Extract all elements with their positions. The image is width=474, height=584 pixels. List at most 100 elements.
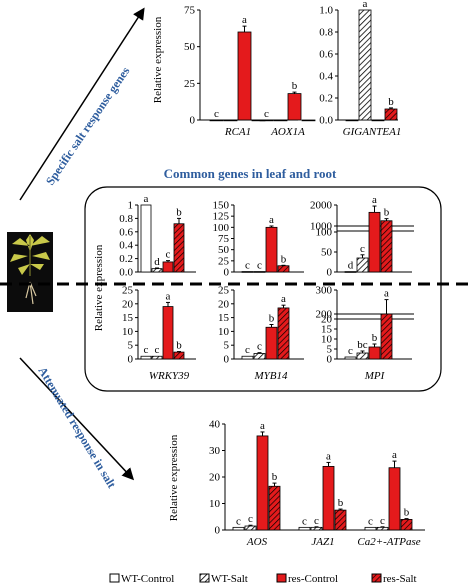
- attenuated-arrow: [19, 357, 135, 481]
- y-tick-label: 25: [122, 285, 134, 297]
- specific-arrow: [19, 7, 145, 201]
- lower-2-bars: c c ba: [241, 293, 290, 360]
- significance-letter: c: [368, 515, 373, 527]
- specific-heading: Specific salt response genes: [43, 64, 133, 188]
- bar-res-salt: [380, 220, 393, 273]
- common-heading: Common genes in leaf and root: [164, 166, 337, 181]
- category-label: AOS: [246, 536, 268, 548]
- bar-res-control: [162, 306, 174, 360]
- y-tick-label: 0.8: [319, 27, 333, 39]
- legend-label-res-salt: res-Salt: [383, 573, 417, 584]
- y-tick-label: 25: [218, 255, 230, 267]
- y-tick-label: 10: [209, 498, 221, 510]
- y-tick-label: 1: [128, 200, 134, 212]
- y-tick-label: 20: [122, 298, 134, 310]
- middle-1-axes: 0.0 0.20.4 0.60.81: [119, 200, 196, 279]
- y-tick-label: 25: [218, 285, 230, 297]
- significance-letter: a: [166, 290, 171, 302]
- y-tick-label: 15: [321, 324, 333, 336]
- top-right-bars: a b GIGANTEA1: [343, 0, 402, 138]
- significance-letter: c: [360, 243, 365, 255]
- y-tick-label: 100: [213, 222, 230, 234]
- bar-res-salt: [268, 485, 281, 531]
- y-tick-label: 25: [184, 78, 196, 90]
- significance-letter: c: [245, 260, 250, 272]
- significance-letter: a: [384, 288, 389, 300]
- gene-label: MYB14: [254, 370, 289, 382]
- bar-res-salt: [173, 223, 185, 273]
- significance-letter: a: [363, 0, 368, 10]
- significance-letter: a: [260, 420, 265, 432]
- legend-swatch-wt-control: [109, 573, 120, 583]
- ylabel-top: Relative expression: [152, 16, 164, 103]
- y-tick-label: 15: [122, 312, 134, 324]
- top-left-bars: c a RCA1 c b AOX1A: [209, 14, 316, 138]
- y-tick-label: 50: [184, 41, 196, 53]
- bar-wt-control: [345, 119, 359, 122]
- middle-3-bars: dc ab: [344, 194, 393, 273]
- ylabel-middle: Relative expression: [93, 244, 105, 331]
- y-tick-label: 1000: [310, 221, 333, 233]
- y-tick-label: 0.4: [119, 240, 133, 252]
- significance-letter: a: [372, 194, 377, 206]
- bar-res-salt: [277, 307, 290, 360]
- y-tick-label: 2000: [310, 200, 333, 212]
- significance-letter: c: [144, 344, 149, 356]
- significance-letter: c: [248, 513, 253, 525]
- bar-res-salt: [380, 313, 393, 360]
- bar-res-control: [256, 435, 269, 531]
- significance-letter: b: [372, 332, 378, 344]
- gene-label: WRKY39: [149, 370, 190, 382]
- bar-wt-salt: [151, 268, 163, 273]
- bar-res-control: [368, 346, 381, 360]
- y-tick-label: 0.2: [319, 93, 333, 105]
- category-label: AOX1A: [270, 126, 305, 138]
- significance-letter: c: [314, 515, 319, 527]
- y-tick-label: 20: [321, 314, 333, 326]
- bar-res-salt: [173, 351, 185, 360]
- y-tick-label: 0: [128, 354, 134, 366]
- category-label: GIGANTEA1: [343, 126, 402, 138]
- significance-letter: b: [281, 253, 287, 265]
- significance-letter: c: [155, 344, 160, 356]
- y-tick-label: 100: [316, 227, 333, 239]
- legend-label-res-control: res-Control: [288, 573, 338, 584]
- y-tick-label: 40: [209, 419, 221, 431]
- y-tick-label: 5: [327, 344, 333, 356]
- plant-photo: [7, 232, 53, 312]
- bar-res-control: [265, 226, 278, 273]
- bar-wt-salt: [356, 352, 369, 360]
- y-tick-label: 300: [316, 285, 333, 297]
- y-tick-label: 0.6: [119, 226, 133, 238]
- bar-res-salt: [301, 119, 316, 122]
- y-tick-label: 0.6: [319, 49, 333, 61]
- significance-letter: c: [257, 341, 262, 353]
- significance-letter: b: [338, 497, 344, 509]
- significance-letter: b: [404, 507, 410, 519]
- significance-letter: c: [166, 249, 171, 261]
- y-tick-label: 125: [213, 211, 230, 223]
- y-tick-label: 1.0: [319, 5, 333, 17]
- bar-res-control: [265, 326, 278, 360]
- y-tick-label: 0: [327, 354, 333, 366]
- bar-wt-control: [259, 119, 274, 122]
- y-tick-label: 10: [218, 326, 230, 338]
- significance-letter: b: [388, 96, 394, 108]
- bar-res-control: [162, 261, 174, 273]
- bar-res-control: [388, 467, 401, 531]
- y-tick-label: 0: [215, 525, 221, 537]
- bar-wt-control: [232, 526, 245, 531]
- significance-letter: c: [236, 515, 241, 527]
- attenuated-heading: Attenuated response in salt: [35, 364, 118, 490]
- significance-letter: c: [257, 260, 262, 272]
- legend-label-wt-salt: WT-Salt: [211, 573, 248, 584]
- significance-letter: b: [292, 80, 298, 92]
- bar-res-salt: [277, 265, 290, 273]
- bar-wt-salt: [253, 353, 266, 360]
- y-tick-label: 0.8: [119, 213, 133, 225]
- y-tick-label: 0.0: [119, 267, 133, 279]
- y-tick-label: 30: [209, 445, 221, 457]
- middle-2-bars: c c a b: [241, 214, 290, 273]
